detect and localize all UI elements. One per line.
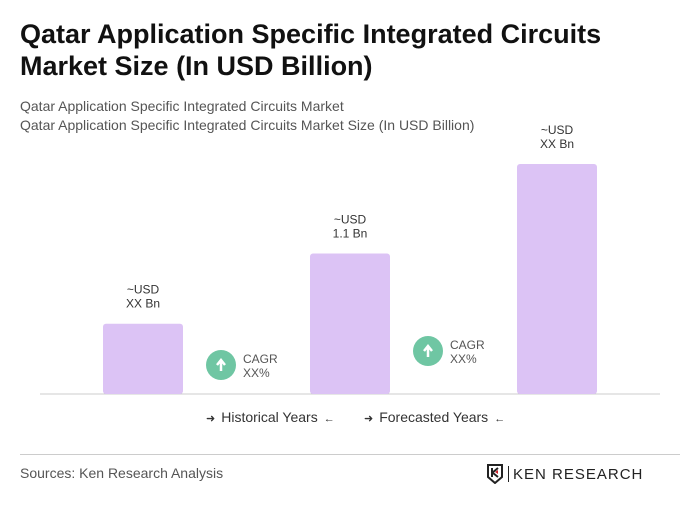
arrow-up-icon [423, 343, 433, 357]
arrow-up-icon [216, 357, 226, 371]
bar [310, 253, 390, 394]
cagr-label: CAGR [243, 352, 278, 366]
data-label: ~USD [334, 212, 367, 226]
data-label: XX Bn [540, 137, 574, 151]
page-title: Qatar Application Specific Integrated Ci… [20, 19, 602, 81]
cagr-value: XX% [243, 366, 270, 380]
bar [517, 164, 597, 394]
cagr-value: XX% [450, 352, 477, 366]
footer-divider [20, 454, 680, 455]
data-label: XX Bn [126, 297, 160, 311]
legend-historical-label: Historical Years [221, 409, 318, 425]
legend-historical: ➜ Historical Years ← [200, 409, 341, 425]
bar [103, 323, 183, 394]
arrow-left-icon: ← [494, 413, 506, 425]
ken-research-logo: KEN RESEARCH [486, 464, 643, 484]
logo-text: KEN RESEARCH [513, 465, 644, 483]
arrow-left-icon: ← [323, 413, 335, 425]
source-text: Sources: Ken Research Analysis [20, 465, 224, 481]
legend-forecasted: ➜ Forecasted Years ← [358, 409, 511, 425]
arrow-right-icon: ➜ [364, 413, 374, 425]
legend-forecasted-label: Forecasted Years [379, 409, 489, 425]
subtitle: Qatar Application Specific Integrated Ci… [20, 98, 344, 114]
data-label: ~USD [127, 283, 160, 297]
logo-mark-icon [487, 464, 503, 484]
subtitle-2: Qatar Application Specific Integrated Ci… [20, 117, 475, 133]
cagr-label: CAGR [450, 338, 485, 352]
arrow-right-icon: ➜ [206, 413, 216, 425]
data-label: ~USD [541, 123, 574, 137]
data-label: 1.1 Bn [333, 226, 368, 240]
